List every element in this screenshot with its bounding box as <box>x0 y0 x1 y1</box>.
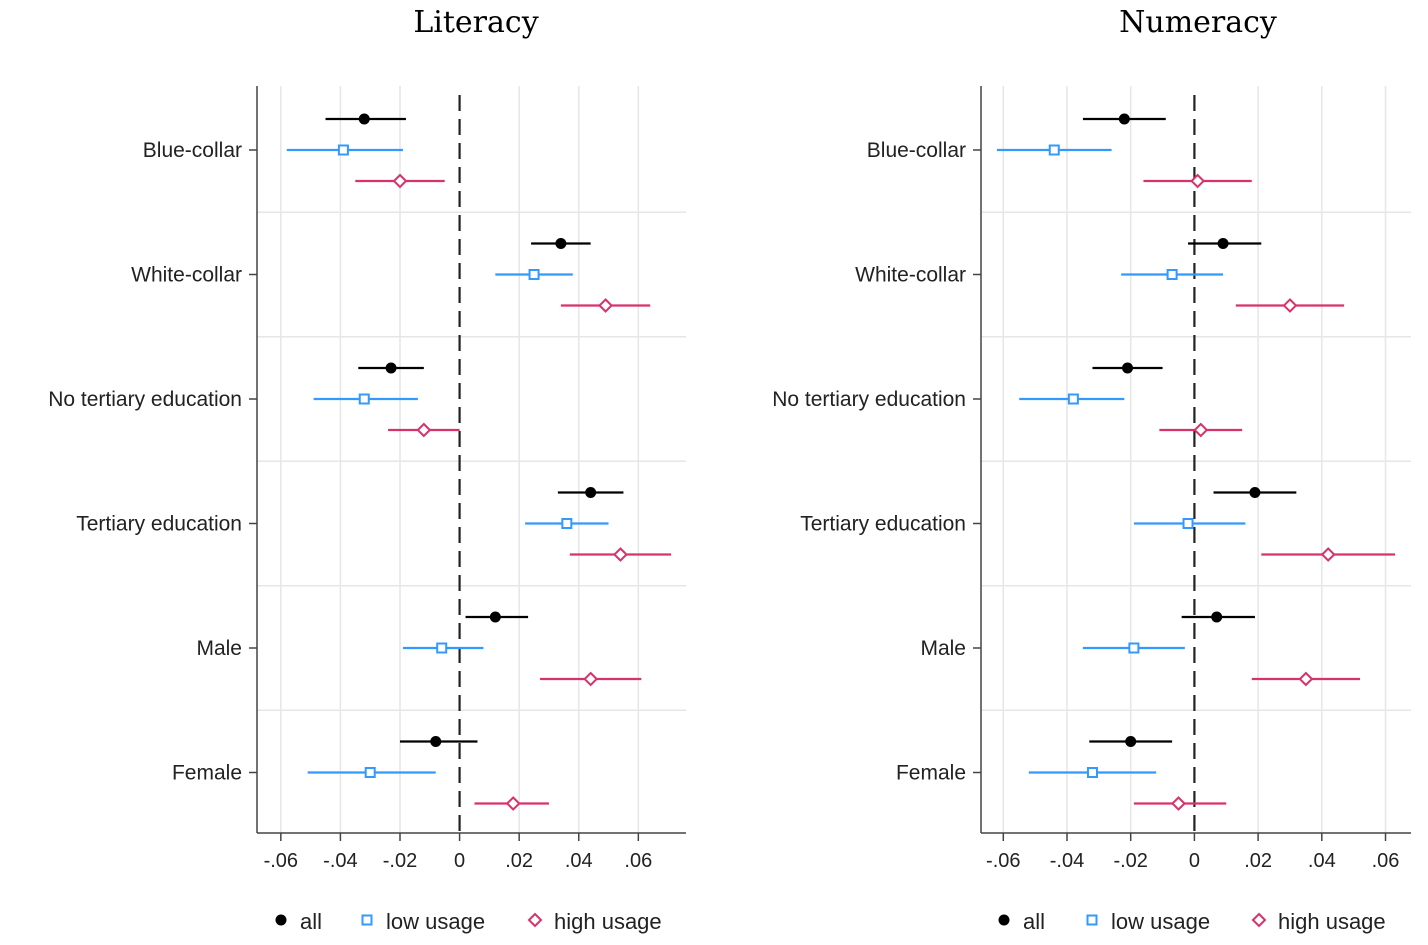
literacy-high-usage-point-1 <box>598 298 613 313</box>
numeracy-xtick-label-1: -.04 <box>1050 850 1084 872</box>
numeracy-category-label-3: Tertiary education <box>800 513 966 536</box>
literacy-legend-marker-low-usage <box>361 914 373 926</box>
numeracy-high-usage-point-3 <box>1320 547 1336 562</box>
numeracy-all-point-4 <box>1211 611 1223 623</box>
literacy-legend-marker-all <box>275 914 287 926</box>
numeracy-all-point-2 <box>1122 362 1134 374</box>
literacy-all-point-2 <box>385 362 397 374</box>
numeracy-title: Numeracy <box>1119 5 1277 40</box>
numeracy-category-label-0: Blue-collar <box>867 139 966 162</box>
numeracy-xtick-label-5: .04 <box>1308 850 1336 872</box>
numeracy-category-label-1: White-collar <box>855 264 966 287</box>
numeracy-panel: Numeracy -.06 -.04 -.02 0 .02 .04 .06 Blue-coll… <box>772 5 1411 934</box>
literacy-title: Literacy <box>413 5 538 40</box>
literacy-high-usage-point-5 <box>505 796 521 811</box>
numeracy-high-usage-point-4 <box>1298 671 1314 687</box>
numeracy-all-point-0 <box>1118 113 1130 125</box>
numeracy-category-label-4: Male <box>920 637 966 660</box>
numeracy-low-usage-point-3 <box>1182 518 1194 529</box>
literacy-legend-marker-high-usage <box>527 912 543 928</box>
literacy-low-usage-point-5 <box>364 767 376 778</box>
literacy-category-label-2: No tertiary education <box>48 388 242 411</box>
numeracy-high-usage-point-1 <box>1282 298 1298 313</box>
literacy-low-usage-point-3 <box>561 518 573 529</box>
numeracy-xtick-label-3: 0 <box>1189 850 1200 872</box>
literacy-low-usage-point-0 <box>337 144 349 156</box>
numeracy-legend-label-high-usage: high usage <box>1278 909 1386 934</box>
literacy-category-label-1: White-collar <box>131 264 242 287</box>
literacy-category-label-4: Male <box>196 637 242 660</box>
numeracy-low-usage-point-5 <box>1086 767 1098 778</box>
literacy-all-point-0 <box>358 113 370 125</box>
literacy-low-usage-point-4 <box>436 642 448 654</box>
literacy-all-point-1 <box>555 238 567 249</box>
numeracy-low-usage-point-0 <box>1048 144 1060 156</box>
literacy-high-usage-point-2 <box>416 422 432 438</box>
literacy-low-usage-point-1 <box>528 269 540 280</box>
literacy-xtick-label-2: -.02 <box>383 850 417 872</box>
numeracy-all-point-3 <box>1249 487 1261 498</box>
numeracy-xtick-label-6: .06 <box>1372 850 1400 872</box>
literacy-legend-label-high-usage: high usage <box>554 909 662 934</box>
numeracy-all-point-5 <box>1125 736 1137 747</box>
literacy-panel: Literacy -.06 -.04 -.02 0 .02 .04 .06 Blue-coll… <box>48 5 686 934</box>
numeracy-high-usage-point-0 <box>1190 173 1206 189</box>
numeracy-low-usage-point-4 <box>1128 642 1140 654</box>
literacy-legend-label-all: all <box>300 909 322 934</box>
numeracy-high-usage-point-5 <box>1171 796 1186 811</box>
literacy-xtick-label-6: .06 <box>624 850 652 872</box>
numeracy-legend-marker-high-usage <box>1251 912 1267 928</box>
numeracy-legend-label-low-usage: low usage <box>1111 909 1210 934</box>
literacy-all-point-3 <box>585 487 597 498</box>
literacy-xtick-label-3: 0 <box>454 850 465 872</box>
numeracy-xtick-label-4: .02 <box>1244 850 1272 872</box>
literacy-category-label-0: Blue-collar <box>143 139 242 162</box>
numeracy-legend-marker-low-usage <box>1086 914 1098 926</box>
numeracy-category-label-5: Female <box>896 762 966 785</box>
numeracy-low-usage-point-2 <box>1067 393 1079 405</box>
literacy-high-usage-point-3 <box>613 547 628 562</box>
numeracy-all-point-1 <box>1217 238 1229 249</box>
literacy-high-usage-point-0 <box>392 173 408 189</box>
literacy-xtick-label-1: -.04 <box>323 850 357 872</box>
literacy-xtick-label-4: .02 <box>505 850 533 872</box>
numeracy-xtick-label-2: -.02 <box>1113 850 1147 872</box>
literacy-low-usage-point-2 <box>358 393 370 405</box>
numeracy-legend-marker-all <box>998 914 1010 926</box>
literacy-category-label-5: Female <box>172 762 242 785</box>
literacy-all-point-5 <box>430 736 442 747</box>
numeracy-low-usage-point-1 <box>1166 269 1178 280</box>
numeracy-category-label-2: No tertiary education <box>772 388 966 411</box>
numeracy-high-usage-point-2 <box>1193 422 1209 438</box>
literacy-xtick-label-0: -.06 <box>264 850 298 872</box>
literacy-legend-label-low-usage: low usage <box>386 909 485 934</box>
literacy-high-usage-point-4 <box>583 671 599 687</box>
literacy-all-point-4 <box>489 611 501 623</box>
numeracy-xtick-label-0: -.06 <box>986 850 1020 872</box>
numeracy-legend-label-all: all <box>1023 909 1045 934</box>
literacy-category-label-3: Tertiary education <box>76 513 242 536</box>
literacy-xtick-label-5: .04 <box>565 850 593 872</box>
